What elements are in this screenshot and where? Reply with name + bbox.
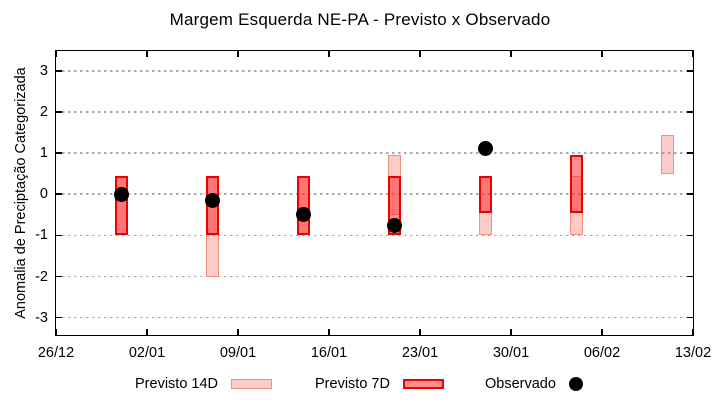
x-tick xyxy=(692,51,694,57)
y-tick xyxy=(687,234,693,237)
x-tick-label: 26/12 xyxy=(37,345,75,361)
observed-dot xyxy=(204,192,220,208)
chart-title: Margem Esquerda NE-PA - Previsto x Obser… xyxy=(169,10,551,29)
x-tick xyxy=(692,329,694,335)
y-tick-label: -3 xyxy=(35,309,48,326)
x-tick xyxy=(419,329,421,335)
y-tick-label: -2 xyxy=(35,268,48,285)
previsto-7d-bar xyxy=(296,175,310,236)
x-tick xyxy=(510,329,512,335)
legend-item-range14: Previsto 14D xyxy=(135,374,273,394)
previsto-14d-bar xyxy=(660,134,674,174)
gridline xyxy=(56,275,693,278)
legend-label: Observado xyxy=(485,376,556,392)
y-tick-label: 3 xyxy=(39,62,48,79)
x-tick xyxy=(55,51,57,57)
y-tick xyxy=(56,152,62,154)
x-tick-label: 06/02 xyxy=(583,345,621,361)
x-tick xyxy=(146,51,148,57)
y-tick-label: 1 xyxy=(39,145,48,162)
observed-dot xyxy=(477,141,493,157)
gridline xyxy=(56,234,693,237)
legend-observado-dot xyxy=(568,377,583,391)
y-tick xyxy=(687,70,693,72)
x-tick xyxy=(510,51,512,57)
y-tick xyxy=(687,152,693,154)
x-tick-label: 23/01 xyxy=(401,345,439,361)
x-tick xyxy=(237,51,239,57)
x-tick xyxy=(328,329,330,335)
legend-label: Previsto 14D xyxy=(135,376,219,392)
x-tick-label: 02/01 xyxy=(128,345,166,361)
gridline xyxy=(56,152,693,154)
y-tick-label: 2 xyxy=(39,103,48,120)
y-tick xyxy=(687,111,693,113)
previsto-7d-bar xyxy=(114,175,128,236)
observed-dot xyxy=(386,217,402,233)
gridline xyxy=(56,70,693,72)
x-tick xyxy=(55,329,57,335)
observed-dot xyxy=(113,186,129,202)
legend-swatch-range14 xyxy=(231,379,273,389)
y-tick xyxy=(56,193,62,195)
y-tick xyxy=(56,111,62,113)
gridline xyxy=(56,111,693,113)
legend-item-dot: Observado xyxy=(485,374,583,394)
x-tick-label: 30/01 xyxy=(492,345,530,361)
x-tick xyxy=(146,329,148,335)
x-tick-label: 16/01 xyxy=(310,345,348,361)
plot-area xyxy=(55,50,694,336)
y-tick-label: -1 xyxy=(35,227,48,244)
x-tick xyxy=(419,51,421,57)
x-tick xyxy=(601,329,603,335)
y-tick xyxy=(56,234,62,237)
y-tick xyxy=(56,275,62,278)
previsto-7d-bar xyxy=(478,175,492,213)
y-tick xyxy=(56,70,62,72)
legend-swatch-range7 xyxy=(402,379,444,389)
previsto-7d-bar xyxy=(569,155,583,213)
x-tick xyxy=(328,51,330,57)
y-tick xyxy=(687,193,693,195)
y-tick xyxy=(687,316,693,319)
gridline xyxy=(56,316,693,319)
legend-label: Previsto 7D xyxy=(315,376,390,392)
x-tick xyxy=(237,329,239,335)
y-tick xyxy=(56,316,62,319)
legend-item-range7: Previsto 7D xyxy=(315,374,444,394)
x-tick-label: 13/02 xyxy=(674,345,712,361)
gridline xyxy=(56,193,693,195)
observed-dot xyxy=(295,207,311,223)
y-tick xyxy=(687,275,693,278)
x-tick-label: 09/01 xyxy=(219,345,257,361)
x-tick xyxy=(601,51,603,57)
y-tick-label: 0 xyxy=(39,186,48,203)
